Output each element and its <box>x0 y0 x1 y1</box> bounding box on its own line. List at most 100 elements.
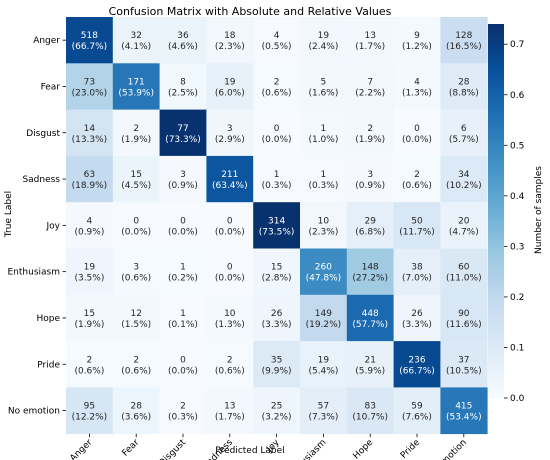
cell-count-label: 21 <box>364 355 375 365</box>
heatmap-cell <box>300 341 348 388</box>
cell-count-label: 90 <box>458 309 470 319</box>
heatmap-cell <box>253 63 301 110</box>
heatmap-cell <box>112 109 160 157</box>
heatmap-cell <box>253 155 301 203</box>
cell-count-label: 171 <box>128 77 145 87</box>
heatmap-cell <box>440 387 488 435</box>
cell-count-label: 38 <box>411 263 423 273</box>
chart-title: Confusion Matrix with Absolute and Relat… <box>109 5 392 18</box>
heatmap-cell <box>346 202 394 249</box>
cell-percent-label: (0.6%) <box>121 274 151 284</box>
heatmap-cell <box>346 387 394 435</box>
cell-count-label: 77 <box>177 124 188 134</box>
cell-count-label: 15 <box>130 170 141 180</box>
heatmap-cell <box>346 294 394 342</box>
cell-percent-label: (3.3%) <box>402 320 432 330</box>
y-tick-label: Disgust <box>26 129 60 139</box>
y-tick-label: Sadness <box>22 175 60 185</box>
cell-percent-label: (0.6%) <box>74 366 104 376</box>
cell-count-label: 26 <box>271 309 283 319</box>
cell-count-label: 25 <box>271 402 282 412</box>
cell-percent-label: (0.0%) <box>262 135 292 145</box>
cell-percent-label: (2.9%) <box>215 135 245 145</box>
cell-percent-label: (1.0%) <box>308 135 338 145</box>
cell-percent-label: (7.3%) <box>308 413 338 423</box>
heatmap-cell <box>393 294 441 342</box>
heatmap-cell <box>66 155 114 203</box>
heatmap-cell <box>440 109 488 157</box>
heatmap-cell <box>206 109 254 157</box>
cell-percent-label: (11.7%) <box>399 227 435 237</box>
heatmap-cell <box>393 155 441 203</box>
y-axis-ticks: Anger Fear Disgust Sadness Joy Enthusiasm Hope… <box>8 36 66 417</box>
cell-count-label: 4 <box>414 77 420 87</box>
heatmap-cell <box>112 294 160 342</box>
heatmap-cell <box>346 341 394 388</box>
heatmap-cell <box>253 248 301 296</box>
cell-percent-label: (0.0%) <box>121 227 151 237</box>
cell-count-label: 60 <box>458 263 470 273</box>
cell-count-label: 0 <box>227 216 233 226</box>
cell-count-label: 14 <box>84 124 96 134</box>
cell-count-label: 8 <box>180 77 186 87</box>
heatmap-cell <box>159 155 207 203</box>
heatmap-cell <box>206 341 254 388</box>
cell-percent-label: (1.9%) <box>74 320 104 330</box>
cell-percent-label: (8.8%) <box>449 88 479 98</box>
heatmap-cell <box>440 17 488 64</box>
cell-percent-label: (0.0%) <box>168 227 198 237</box>
heatmap-cell <box>112 387 160 435</box>
cell-percent-label: (1.9%) <box>355 135 385 145</box>
colorbar-tick-label: 0.7 <box>510 40 524 50</box>
cell-percent-label: (0.1%) <box>168 320 198 330</box>
heatmap-cell <box>159 248 207 296</box>
x-axis-label: Predicted Label <box>215 446 284 456</box>
heatmap-cell <box>66 63 114 110</box>
colorbar-tick-label: 0.2 <box>510 293 524 303</box>
cell-count-label: 448 <box>362 309 379 319</box>
cell-count-label: 18 <box>224 31 236 41</box>
cell-count-label: 19 <box>318 31 330 41</box>
cell-percent-label: (1.2%) <box>402 42 432 52</box>
heatmap-cell <box>393 387 441 435</box>
cell-percent-label: (3.5%) <box>74 274 104 284</box>
cell-count-label: 13 <box>364 31 375 41</box>
cell-count-label: 10 <box>224 309 236 319</box>
cell-count-label: 28 <box>130 402 142 412</box>
heatmap-cell <box>346 155 394 203</box>
heatmap-cell <box>159 341 207 388</box>
heatmap-cell <box>66 17 114 64</box>
cell-count-label: 32 <box>130 31 141 41</box>
cell-count-label: 2 <box>274 77 280 87</box>
heatmap-cell <box>393 63 441 110</box>
heatmap-cell <box>66 202 114 249</box>
cell-percent-label: (0.6%) <box>121 366 151 376</box>
cell-count-label: 20 <box>458 216 470 226</box>
colorbar-tick-label: 0.6 <box>510 91 525 101</box>
cell-percent-label: (63.4%) <box>212 181 248 191</box>
colorbar-tick-label: 0.3 <box>510 242 524 252</box>
heatmap-cell <box>112 248 160 296</box>
heatmap-cell <box>253 109 301 157</box>
cell-count-label: 37 <box>458 355 469 365</box>
cell-count-label: 73 <box>84 77 95 87</box>
cell-percent-label: (1.3%) <box>402 88 432 98</box>
heatmap-cell <box>159 202 207 249</box>
heatmap-cell <box>66 294 114 342</box>
cell-percent-label: (0.0%) <box>168 366 198 376</box>
cell-percent-label: (0.6%) <box>262 88 292 98</box>
y-tick-label: Pride <box>37 360 60 370</box>
cell-count-label: 19 <box>318 355 330 365</box>
heatmap-cell <box>253 294 301 342</box>
cell-percent-label: (4.6%) <box>168 42 198 52</box>
cell-count-label: 314 <box>268 216 285 226</box>
heatmap-cell <box>112 17 160 64</box>
cell-count-label: 236 <box>408 355 425 365</box>
heatmap-cell <box>206 248 254 296</box>
cell-percent-label: (2.5%) <box>168 88 198 98</box>
colorbar-gradient <box>488 24 504 398</box>
cell-count-label: 26 <box>411 309 423 319</box>
cell-count-label: 7 <box>367 77 373 87</box>
cell-count-label: 4 <box>274 31 280 41</box>
cell-percent-label: (10.5%) <box>446 366 482 376</box>
